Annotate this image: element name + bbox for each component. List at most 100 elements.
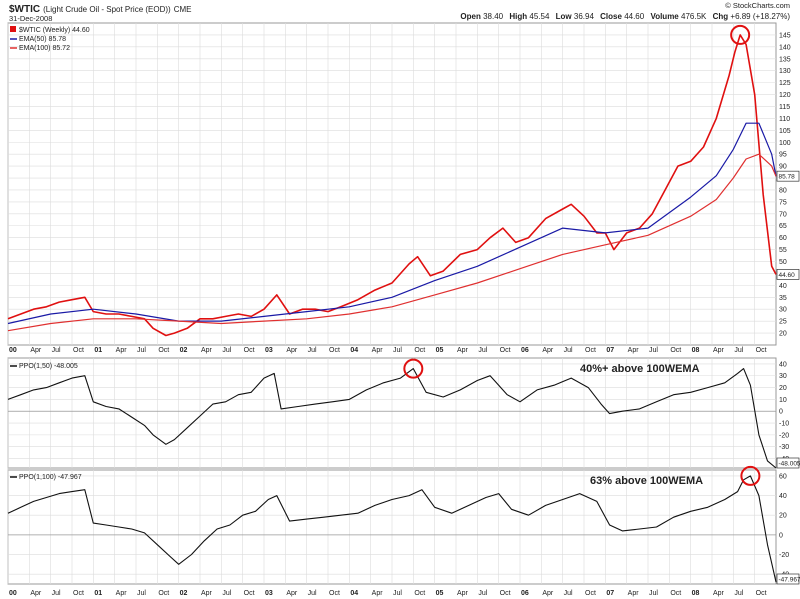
grid-layer [7,23,776,584]
ppo100-tag-box [776,573,800,585]
y-tick-label: 55 [779,247,787,254]
x-tick-label: Apr [457,347,469,354]
chg-label: Chg [713,12,729,21]
x-tick-label: Oct [244,590,255,597]
x-tick-label: Jul [222,590,231,597]
symbol: $WTIC [9,4,40,15]
legend-swatch-price [10,26,16,32]
ppo50-tag: -48.005 [779,461,800,468]
symbol-title: $WTIC (Light Crude Oil - Spot Price (EOD)… [9,4,191,15]
x-tick-label: Apr [628,590,640,597]
y-tick-label: 10 [779,397,787,404]
x-tick-label: 03 [265,347,273,354]
x-tick-label: 08 [692,590,700,597]
peak-circle-price [730,24,751,45]
x-tick-label: Oct [414,590,425,597]
y-tick-label: 130 [779,68,791,75]
x-tick-label: 04 [350,590,358,597]
y-tick-label: 20 [779,385,787,392]
ppo100-legend: PPO(1,100) -47.967 [10,474,82,481]
y-tick-label: 105 [779,128,791,135]
x-tick-label: Jul [649,347,658,354]
ppo100-tag: -47.967 [779,577,800,584]
y-tick-label: 30 [779,307,787,314]
x-tick-label: 05 [436,347,444,354]
legend-price: $WTIC (Weekly) 44.60 [19,27,90,34]
y-tick-label: 65 [779,223,787,230]
x-tick-label: Jul [649,590,658,597]
x-tick-label: Apr [201,590,213,597]
x-tick-label: 01 [94,347,102,354]
x-tick-label: Oct [500,590,511,597]
volume-label: Volume [650,12,679,21]
series-line-ema-100- [7,153,777,332]
x-tick-label: Apr [713,590,725,597]
legend-ppo100: PPO(1,100) -47.967 [19,474,82,481]
y-tick-label: 95 [779,152,787,159]
x-tick-label: Jul [478,590,487,597]
legend-ppo50: PPO(1,50) -48.005 [19,363,78,370]
x-tick-label: Apr [713,347,725,354]
x-tick-label: 08 [692,347,700,354]
y-tick-label: 140 [779,44,791,51]
x-tick-label: Apr [542,347,554,354]
x-tick-label: Jul [222,347,231,354]
price-tag: 44.60 [779,272,796,279]
chg-value: +6.89 (+18.27%) [730,12,790,21]
open-label: Open [460,12,481,21]
value-tags: 85.78 44.60 -48.005 -47.967 [776,170,800,585]
x-tick-label: Jul [564,347,573,354]
y-tick-label: 40 [779,361,787,368]
series-layer [7,34,777,583]
low-label: Low [556,12,573,21]
y-tick-label: 115 [779,104,790,111]
ema-tag: 85.78 [779,174,796,181]
x-tick-label: Apr [201,347,213,354]
x-tick-label: Jul [308,347,317,354]
y-tick-label: 110 [779,116,790,123]
x-tick-label: Jul [308,590,317,597]
volume-value: 476.5K [681,12,707,21]
ppo100-annotation: 63% above 100WEMA [590,475,703,487]
x-tick-label: Oct [329,347,340,354]
x-tick-label: Jul [137,347,146,354]
series-line-ppo-1-100- [7,475,777,583]
y-tick-label: 70 [779,211,787,218]
chart-date: 31-Dec-2008 [9,14,52,23]
close-label: Close [600,12,622,21]
y-tick-label: -30 [779,444,789,451]
x-tick-label: Oct [73,590,84,597]
x-tick-label: 07 [606,590,614,597]
x-tick-label: Oct [585,347,596,354]
y-tick-label: 90 [779,164,787,171]
y-tick-label: 125 [779,80,791,87]
low-value: 36.94 [574,12,595,21]
open-value: 38.40 [483,12,504,21]
x-tick-label: 00 [9,590,17,597]
symbol-description: (Light Crude Oil - Spot Price (EOD)) [43,5,171,14]
source-credit: © StockCharts.com [725,1,790,10]
x-tick-label: Jul [564,590,573,597]
y-tick-label: 25 [779,319,787,326]
x-tick-label: Jul [478,347,487,354]
x-tick-label: Jul [734,347,743,354]
x-tick-label: 07 [606,347,614,354]
x-tick-label: Apr [628,347,640,354]
x-tick-label: Apr [30,590,42,597]
y-tick-label: 50 [779,259,787,266]
y-tick-label: 30 [779,373,787,380]
x-tick-label: Apr [116,590,128,597]
y-tick-label: 40 [779,493,787,500]
x-tick-label: Oct [585,590,596,597]
x-tick-label: Apr [30,347,42,354]
x-tick-label: Oct [756,347,767,354]
x-tick-label: Apr [457,590,469,597]
series-line-ppo-1-50- [7,368,777,469]
ohlc-stats: Open 38.40 High 45.54 Low 36.94 Close 44… [460,12,790,21]
x-tick-label: 06 [521,590,529,597]
y-tick-label: 80 [779,187,787,194]
y-tick-label: 20 [779,331,787,338]
y-tick-label: 75 [779,199,787,206]
x-tick-label: 01 [94,590,102,597]
